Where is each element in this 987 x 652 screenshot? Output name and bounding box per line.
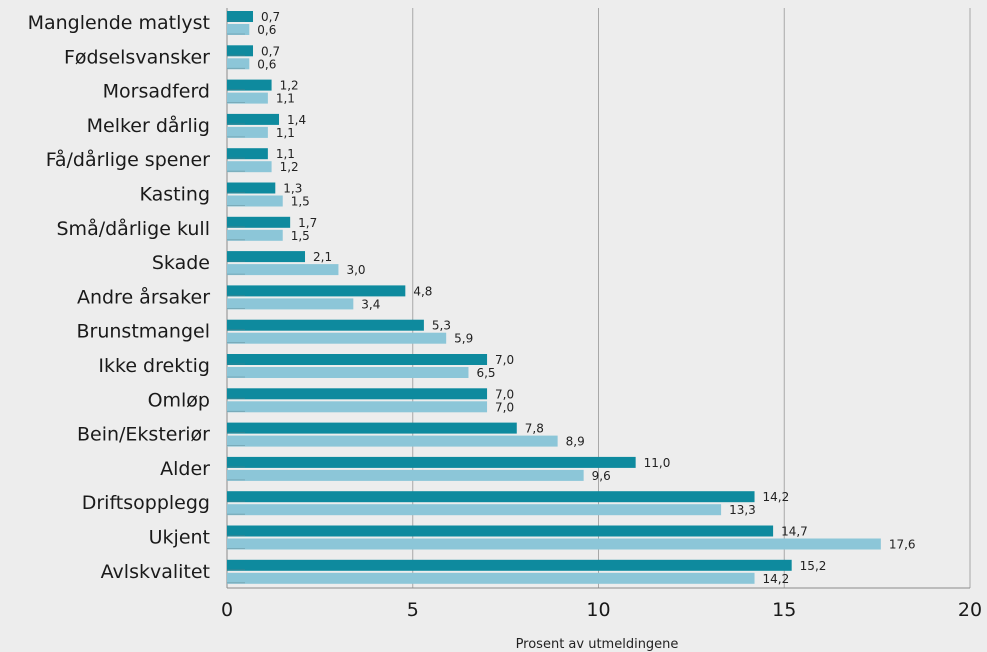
bar — [227, 435, 558, 447]
data-label: 0,6 — [257, 23, 276, 37]
bar — [227, 45, 254, 57]
data-label: 17,6 — [889, 538, 916, 552]
category-label: Alder — [160, 458, 210, 480]
x-tick-label: 20 — [958, 599, 982, 621]
data-label: 1,5 — [291, 195, 310, 209]
category-label: Ukjent — [149, 527, 210, 549]
bar — [227, 319, 424, 331]
bar — [227, 92, 268, 104]
data-label: 14,7 — [781, 525, 808, 539]
category-label: Ikke drektig — [98, 355, 210, 377]
category-label: Fødselsvansker — [64, 46, 210, 68]
x-tick-label: 15 — [772, 599, 796, 621]
data-label: 1,1 — [276, 92, 295, 106]
category-label: Få/dårlige spener — [46, 148, 210, 171]
bar — [227, 113, 280, 125]
category-label: Manglende matlyst — [28, 12, 210, 34]
bar — [227, 148, 268, 160]
data-label: 0,7 — [261, 44, 280, 58]
data-label: 5,9 — [454, 332, 473, 346]
bar — [227, 456, 636, 468]
data-label: 13,3 — [729, 503, 756, 517]
bar — [227, 285, 406, 297]
bar — [227, 79, 272, 91]
data-label: 1,5 — [291, 229, 310, 243]
x-axis-title: Prosent av utmeldingene — [516, 637, 679, 652]
category-label: Skade — [152, 252, 210, 274]
data-label: 1,2 — [280, 160, 299, 174]
bar — [227, 11, 254, 22]
bar — [227, 491, 755, 503]
data-label: 7,8 — [525, 422, 544, 436]
data-label: 2,1 — [313, 250, 332, 264]
data-label: 0,7 — [261, 10, 280, 24]
category-label: Andre årsaker — [77, 285, 210, 308]
data-label: 11,0 — [644, 456, 671, 470]
category-label: Brunstmangel — [76, 321, 210, 343]
data-label: 1,2 — [280, 79, 299, 93]
data-label: 14,2 — [763, 572, 790, 586]
bar — [227, 401, 488, 413]
data-label: 7,0 — [495, 387, 514, 401]
data-label: 15,2 — [800, 559, 827, 573]
data-label: 4,8 — [413, 284, 432, 298]
bar — [227, 229, 283, 241]
category-label: Avlskvalitet — [101, 561, 210, 583]
bar — [227, 354, 488, 365]
category-label: Melker dårlig — [87, 114, 210, 137]
bar — [227, 251, 306, 263]
bar — [227, 161, 272, 173]
bar — [227, 182, 276, 194]
category-label: Driftsopplegg — [82, 492, 210, 514]
data-label: 6,5 — [476, 366, 495, 380]
bar — [227, 216, 291, 228]
data-label: 0,6 — [257, 57, 276, 71]
bar — [227, 559, 792, 571]
data-label: 7,0 — [495, 353, 514, 367]
category-label: Små/dårlige kull — [57, 217, 211, 240]
bar — [227, 58, 250, 70]
category-label: Kasting — [140, 184, 211, 206]
x-tick-label: 10 — [586, 599, 610, 621]
category-label: Morsadferd — [103, 81, 210, 103]
bar — [227, 24, 250, 35]
category-label: Bein/Eksteriør — [77, 424, 210, 446]
bar — [227, 298, 354, 310]
bar — [227, 572, 755, 584]
bar — [227, 195, 283, 207]
data-label: 3,0 — [346, 263, 365, 277]
data-label: 1,1 — [276, 126, 295, 140]
bar — [227, 126, 268, 138]
data-label: 8,9 — [566, 435, 585, 449]
data-label: 7,0 — [495, 400, 514, 414]
bar — [227, 367, 469, 378]
data-label: 5,3 — [432, 319, 451, 333]
data-label: 1,1 — [276, 147, 295, 161]
bar — [227, 538, 881, 550]
data-label: 1,3 — [283, 182, 302, 196]
bar — [227, 388, 488, 400]
bar — [227, 422, 517, 434]
data-label: 14,2 — [763, 490, 790, 504]
x-tick-label: 5 — [407, 599, 419, 621]
bar — [227, 264, 339, 276]
x-tick-label: 0 — [221, 599, 233, 621]
bar — [227, 332, 447, 344]
bar — [227, 504, 722, 516]
data-label: 1,7 — [298, 216, 317, 230]
category-label: Omløp — [148, 389, 210, 411]
bar — [227, 525, 774, 537]
data-label: 1,4 — [287, 113, 306, 127]
bar — [227, 469, 584, 481]
data-label: 9,6 — [592, 469, 611, 483]
data-label: 3,4 — [361, 297, 380, 311]
